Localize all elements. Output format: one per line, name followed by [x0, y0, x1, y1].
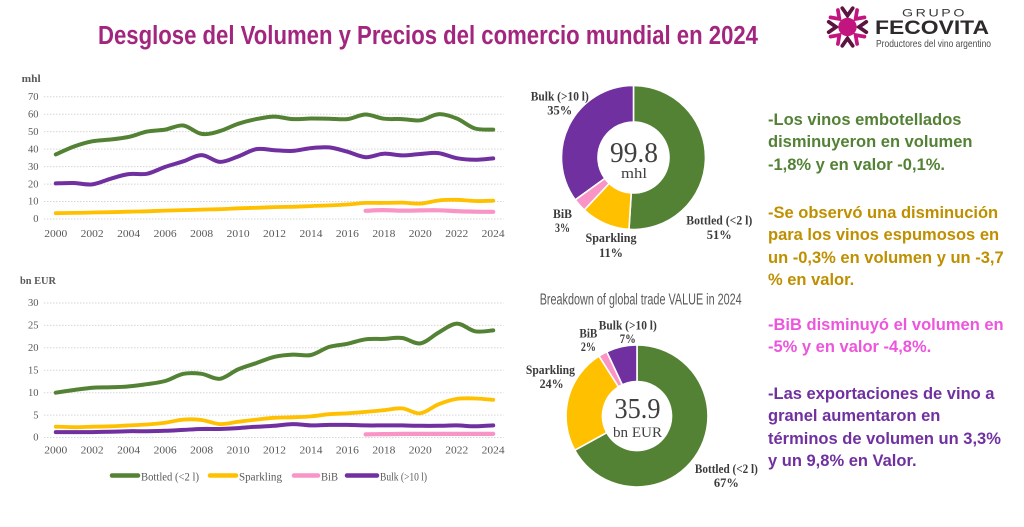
svg-text:2010: 2010	[227, 446, 250, 457]
svg-text:3%: 3%	[555, 220, 570, 235]
svg-text:2004: 2004	[117, 229, 141, 240]
svg-text:2012: 2012	[263, 229, 286, 240]
svg-text:35.9: 35.9	[615, 394, 661, 425]
svg-text:Bulk (>10 l): Bulk (>10 l)	[599, 318, 657, 333]
svg-text:10: 10	[28, 197, 39, 208]
svg-text:2020: 2020	[409, 446, 432, 457]
svg-text:2024: 2024	[482, 229, 506, 240]
svg-text:30: 30	[28, 162, 39, 173]
svg-text:20: 20	[28, 343, 39, 354]
svg-text:0: 0	[33, 433, 38, 444]
svg-text:mhl: mhl	[22, 73, 41, 85]
svg-text:FECOVITA: FECOVITA	[875, 18, 989, 39]
svg-text:Productores del vino argentino: Productores del vino argentino	[876, 38, 991, 50]
svg-text:2002: 2002	[81, 229, 104, 240]
svg-text:10: 10	[28, 388, 39, 399]
svg-text:2000: 2000	[44, 446, 67, 457]
svg-text:5: 5	[33, 410, 38, 421]
svg-text:Bulk (>10 l): Bulk (>10 l)	[380, 472, 427, 484]
svg-text:2014: 2014	[300, 229, 324, 240]
svg-text:60: 60	[28, 109, 39, 120]
svg-text:24%: 24%	[540, 376, 564, 391]
svg-text:bn EUR: bn EUR	[613, 425, 662, 441]
svg-text:70: 70	[28, 92, 39, 103]
svg-text:Bottled (<2 l): Bottled (<2 l)	[686, 213, 752, 228]
svg-text:Bottled (<2 l): Bottled (<2 l)	[695, 461, 758, 476]
svg-text:2002: 2002	[81, 446, 104, 457]
svg-text:2022: 2022	[445, 446, 468, 457]
svg-text:2%: 2%	[581, 339, 596, 354]
svg-text:51%: 51%	[707, 227, 732, 242]
svg-text:BiB: BiB	[553, 206, 572, 221]
svg-text:2008: 2008	[190, 229, 213, 240]
svg-text:20: 20	[28, 179, 39, 190]
svg-text:2024: 2024	[482, 446, 506, 457]
svg-text:35%: 35%	[547, 103, 572, 118]
svg-text:2020: 2020	[409, 229, 432, 240]
svg-text:67%: 67%	[714, 475, 739, 490]
svg-text:2004: 2004	[117, 446, 141, 457]
svg-text:BiB: BiB	[321, 472, 338, 484]
svg-text:11%: 11%	[599, 245, 623, 260]
svg-text:25: 25	[28, 321, 39, 332]
svg-text:Sparkling: Sparkling	[586, 230, 637, 245]
svg-text:2016: 2016	[336, 229, 359, 240]
svg-text:mhl: mhl	[621, 166, 647, 182]
svg-text:Desglose del Volumen y Precios: Desglose del Volumen y Precios del comer…	[98, 22, 759, 50]
svg-text:2018: 2018	[372, 229, 395, 240]
svg-text:2018: 2018	[372, 446, 395, 457]
svg-text:Breakdown of global trade VALU: Breakdown of global trade VALUE in 2024	[540, 292, 742, 309]
svg-text:15: 15	[28, 366, 39, 377]
svg-text:2016: 2016	[336, 446, 359, 457]
svg-text:2010: 2010	[227, 229, 250, 240]
svg-text:2000: 2000	[44, 229, 67, 240]
svg-text:GRUPO: GRUPO	[902, 8, 967, 20]
svg-text:2022: 2022	[445, 229, 468, 240]
svg-text:2012: 2012	[263, 446, 286, 457]
svg-text:40: 40	[28, 144, 39, 155]
svg-text:Sparkling: Sparkling	[526, 362, 575, 377]
svg-text:0: 0	[33, 214, 38, 225]
svg-text:99.8: 99.8	[610, 138, 658, 169]
svg-text:2008: 2008	[190, 446, 213, 457]
svg-text:7%: 7%	[620, 331, 636, 346]
svg-text:Bottled (<2 l): Bottled (<2 l)	[141, 472, 199, 484]
svg-text:30: 30	[28, 298, 39, 309]
svg-text:bn EUR: bn EUR	[20, 275, 57, 287]
svg-text:2006: 2006	[154, 229, 177, 240]
svg-text:Bulk (>10 l): Bulk (>10 l)	[531, 89, 589, 104]
svg-text:2014: 2014	[300, 446, 324, 457]
svg-text:Sparkling: Sparkling	[239, 472, 282, 484]
svg-text:2006: 2006	[154, 446, 177, 457]
svg-text:50: 50	[28, 127, 39, 138]
svg-text:BiB: BiB	[579, 326, 597, 341]
